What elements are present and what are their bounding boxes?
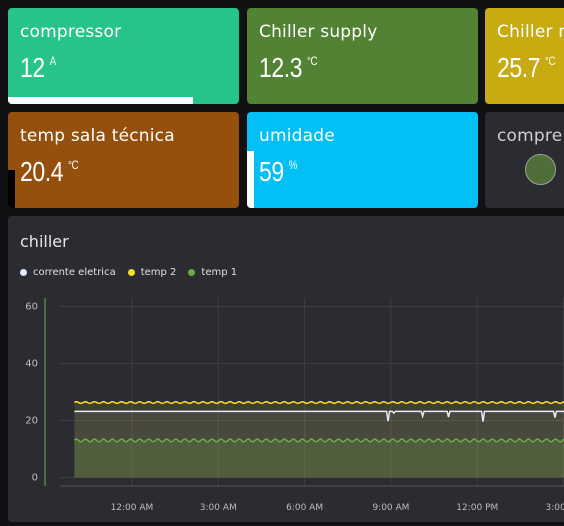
- series-line-temp-1: [73, 438, 564, 443]
- x-tick-label: 6:00 AM: [286, 503, 323, 513]
- x-tick-label: 9:00 AM: [372, 503, 409, 513]
- series-line-temp-2: [74, 400, 564, 405]
- series-line-corrente-eletrica: [74, 410, 564, 422]
- umidade-card[interactable]: umidade 59%: [247, 112, 478, 208]
- chart-legend: corrente eletrica temp 2 temp 1: [20, 267, 237, 278]
- y-tick-label: 20: [25, 415, 38, 426]
- compressor-unit: A: [49, 54, 57, 68]
- legend-dot-icon: [20, 269, 27, 276]
- chiller-return-card[interactable]: Chiller re 25.7°C: [485, 8, 564, 104]
- legend-dot-icon: [188, 269, 196, 276]
- legend-dot-icon: [127, 269, 135, 276]
- x-tick-label: 12:00 AM: [111, 503, 154, 513]
- umidade-value: 59%: [259, 156, 298, 187]
- legend-label: temp 2: [140, 267, 177, 278]
- temp-sala-level-bar: [8, 169, 15, 208]
- series-area-corrente-eletrica: [74, 411, 564, 478]
- temp-sala-card[interactable]: temp sala técnica 20.4 °C: [8, 112, 239, 208]
- chiller-supply-value: 12.3 °C: [259, 52, 318, 83]
- compressor-card[interactable]: compressor 12 A: [8, 8, 239, 104]
- chiller-return-value: 25.7 °C: [497, 52, 556, 83]
- series-area-temp-1: [74, 439, 564, 478]
- x-tick-label: 3:00 AM: [200, 503, 237, 513]
- temp-sala-label: temp sala técnica: [20, 126, 175, 146]
- status-led-icon: [525, 154, 556, 185]
- chiller-supply-unit: °C: [306, 54, 318, 68]
- y-tick-label: 40: [25, 359, 38, 370]
- umidade-label: umidade: [259, 126, 335, 146]
- compressor-status-card[interactable]: compre...: [485, 112, 564, 208]
- compressor-level-bar: [8, 97, 193, 104]
- legend-item[interactable]: temp 2: [127, 267, 177, 278]
- y-tick-label: 60: [25, 302, 38, 313]
- chiller-chart-panel[interactable]: 0 20 40 60 12:00 AM 3:00 AM 6:00 AM 9:00 AM 12:0…: [8, 216, 564, 522]
- x-tick-label: 3:00 PM: [545, 503, 564, 513]
- compressor-label: compressor: [20, 22, 122, 42]
- chiller-supply-card[interactable]: Chiller supply 12.3 °C: [247, 8, 478, 104]
- temp-sala-value: 20.4 °C: [20, 156, 79, 187]
- legend-label: temp 1: [201, 267, 238, 278]
- x-tick-label: 12:00 PM: [456, 503, 498, 513]
- legend-item[interactable]: temp 1: [188, 267, 237, 278]
- umidade-unit: %: [288, 158, 298, 172]
- compressor-value: 12 A: [20, 52, 57, 83]
- chart-title: chiller: [20, 232, 69, 251]
- chiller-supply-label: Chiller supply: [259, 22, 378, 42]
- umidade-level-bar: [247, 151, 254, 208]
- chiller-return-unit: °C: [544, 54, 556, 68]
- legend-item[interactable]: corrente eletrica: [20, 267, 116, 278]
- chiller-return-label: Chiller re: [497, 22, 564, 42]
- legend-label: corrente eletrica: [33, 267, 116, 278]
- chiller-chart[interactable]: 0 20 40 60 12:00 AM 3:00 AM 6:00 AM 9:00 AM 12:0…: [8, 216, 564, 522]
- y-tick-label: 0: [32, 472, 38, 483]
- temp-sala-unit: °C: [67, 158, 79, 172]
- compressor-status-label: compre...: [497, 126, 564, 146]
